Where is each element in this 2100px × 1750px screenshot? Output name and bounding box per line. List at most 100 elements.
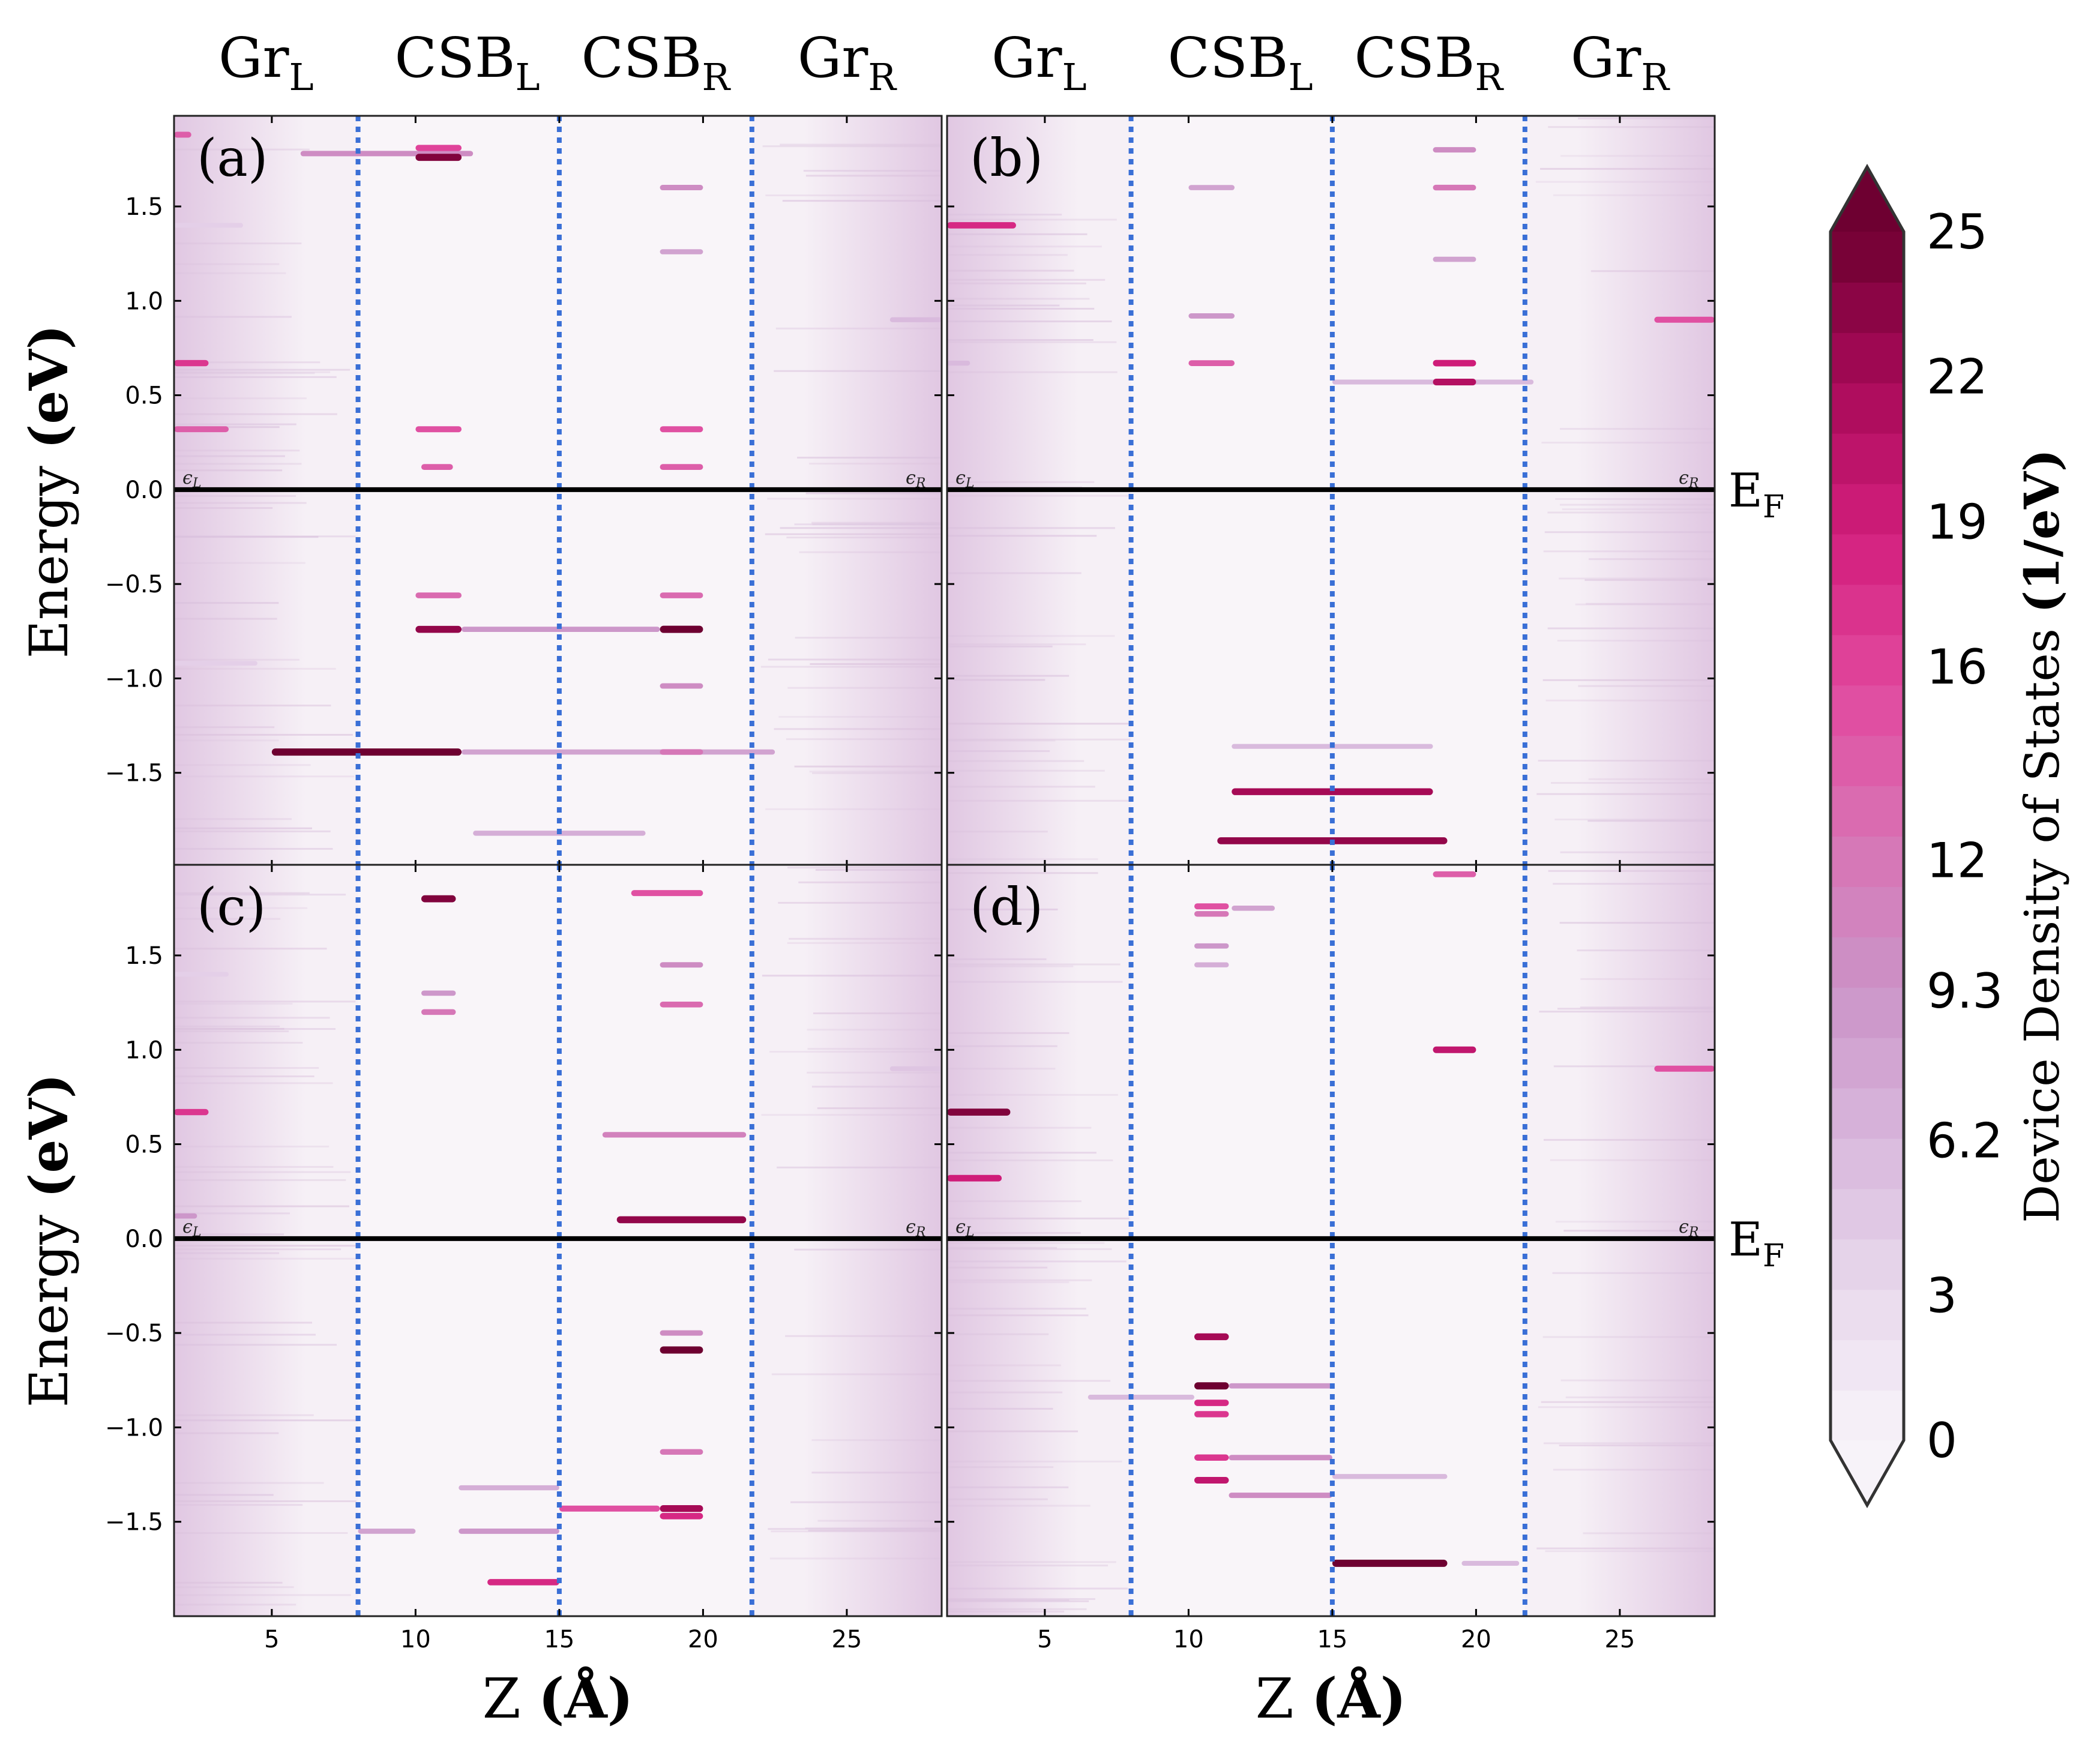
dos-texture-line bbox=[771, 1373, 942, 1376]
dos-texture-line bbox=[174, 733, 353, 736]
dos-texture-line bbox=[947, 1308, 1086, 1310]
dos-texture-line bbox=[174, 1586, 294, 1589]
dos-feature bbox=[1194, 1333, 1229, 1341]
dos-texture-line bbox=[174, 1504, 303, 1506]
dos-texture-line bbox=[947, 1498, 1048, 1500]
dos-texture-line bbox=[947, 1565, 1109, 1567]
y-tick-label: 0.5 bbox=[125, 382, 163, 410]
column-header: CSBL bbox=[1168, 26, 1313, 99]
panel-frame bbox=[946, 864, 1716, 1617]
dos-texture-line bbox=[174, 242, 302, 245]
dos-texture-line bbox=[947, 799, 1130, 802]
dos-texture-line bbox=[174, 1500, 357, 1502]
column-headers-left: GrL CSBL CSBR GrR bbox=[218, 26, 897, 99]
fermi-level-labels: EF EF bbox=[1728, 464, 1784, 1274]
dos-texture-line bbox=[795, 637, 942, 639]
dos-texture-line bbox=[947, 1266, 1048, 1269]
dos-feature bbox=[1433, 147, 1476, 153]
dos-texture-line bbox=[174, 1248, 341, 1251]
dos-texture-line bbox=[803, 170, 942, 172]
column-header: CSBR bbox=[1355, 26, 1505, 99]
dos-texture-line bbox=[799, 551, 942, 553]
fermi-level-label: EF bbox=[1728, 1213, 1784, 1274]
dos-texture-line bbox=[947, 1068, 1056, 1070]
dos-texture-line bbox=[947, 481, 1095, 483]
y-tick-label: 1.0 bbox=[125, 1036, 163, 1064]
dos-texture-line bbox=[1580, 978, 1715, 980]
dos-feature bbox=[459, 1485, 559, 1491]
dos-texture-line bbox=[947, 1466, 1054, 1469]
dos-feature bbox=[889, 1066, 942, 1071]
dos-feature bbox=[1232, 788, 1433, 795]
dos-texture-line bbox=[1587, 820, 1715, 822]
dos-texture-line bbox=[174, 1532, 348, 1534]
colorbar-segment bbox=[1831, 936, 1904, 988]
panel-b: ϵL ϵR(b) bbox=[946, 115, 1716, 868]
dos-feature bbox=[1433, 359, 1476, 367]
x-tick-label: 20 bbox=[688, 1626, 718, 1653]
dos-feature bbox=[421, 990, 456, 996]
dos-texture-line bbox=[174, 818, 292, 820]
dos-texture-line bbox=[174, 894, 346, 896]
dos-texture-line bbox=[947, 1608, 1087, 1610]
dos-texture-line bbox=[807, 1071, 942, 1074]
dos-texture-line bbox=[1555, 498, 1715, 500]
dos-feature bbox=[174, 972, 229, 977]
dos-texture-line bbox=[1584, 579, 1715, 582]
x-tick-label: 10 bbox=[1173, 1626, 1204, 1653]
dos-texture-line bbox=[174, 397, 307, 400]
dos-feature bbox=[174, 661, 257, 666]
dos-feature bbox=[660, 625, 703, 633]
dos-feature bbox=[1433, 256, 1476, 262]
dos-texture-line bbox=[174, 1205, 349, 1207]
panel-a: ϵL ϵR(a)−1.5−1.0−0.50.00.51.01.5 bbox=[105, 115, 943, 868]
dos-texture-line bbox=[174, 948, 327, 950]
dos-texture-line bbox=[790, 1501, 942, 1503]
dos-feature bbox=[1188, 360, 1235, 366]
dos-texture-line bbox=[947, 1587, 1128, 1590]
dos-texture-line bbox=[805, 492, 942, 495]
dos-feature bbox=[889, 317, 942, 322]
heatmap-panels: ϵL ϵR(a)−1.5−1.0−0.50.00.51.01.5ϵL ϵR(b)ϵL… bbox=[105, 115, 1716, 1653]
dos-texture-line bbox=[947, 635, 1115, 637]
panel-label: (c) bbox=[197, 877, 266, 937]
dos-feature bbox=[462, 749, 775, 755]
dos-feature bbox=[421, 1009, 456, 1015]
dos-feature bbox=[1194, 1454, 1229, 1461]
colorbar-tick-label: 22 bbox=[1927, 349, 1988, 405]
dos-texture-line bbox=[1559, 1445, 1715, 1447]
dos-texture-line bbox=[174, 1604, 296, 1606]
dos-feature bbox=[947, 222, 1016, 229]
dos-texture-line bbox=[174, 618, 277, 620]
dos-texture-line bbox=[174, 1082, 333, 1084]
colorbar-segment bbox=[1831, 382, 1904, 434]
dos-texture-line bbox=[174, 918, 281, 920]
y-tick-label: −1.5 bbox=[105, 760, 163, 787]
dos-texture-line bbox=[815, 869, 942, 871]
dos-texture-line bbox=[807, 1048, 942, 1050]
dos-texture-line bbox=[769, 1557, 942, 1560]
dos-texture-line bbox=[1541, 1401, 1715, 1403]
dos-texture-line bbox=[174, 371, 331, 373]
dos-feature bbox=[660, 249, 703, 254]
dos-texture-line bbox=[947, 1430, 1079, 1433]
dos-texture-line bbox=[1580, 1006, 1715, 1009]
dos-texture-line bbox=[1590, 270, 1715, 272]
dos-feature bbox=[1229, 1493, 1332, 1499]
dos-texture-line bbox=[1538, 760, 1715, 762]
dos-feature bbox=[415, 154, 462, 161]
dos-texture-line bbox=[812, 523, 942, 526]
dos-texture-line bbox=[947, 1093, 1118, 1096]
dos-texture-line bbox=[1553, 1065, 1715, 1068]
y-axis-labels: Energy (eV) Energy (eV) bbox=[17, 325, 80, 1408]
dos-texture-line bbox=[1542, 679, 1715, 681]
panel-label: (a) bbox=[197, 128, 268, 188]
dos-texture-line bbox=[174, 705, 331, 707]
dos-texture-line bbox=[1538, 1406, 1715, 1409]
dos-texture-line bbox=[1535, 181, 1715, 183]
dos-feature bbox=[660, 1346, 703, 1354]
dos-texture-line bbox=[174, 764, 311, 766]
dos-feature bbox=[1654, 316, 1715, 323]
dos-texture-line bbox=[1545, 1550, 1715, 1553]
